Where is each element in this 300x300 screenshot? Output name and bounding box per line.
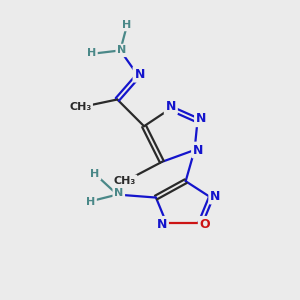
Text: N: N bbox=[166, 100, 176, 113]
Text: H: H bbox=[87, 48, 96, 59]
Text: N: N bbox=[210, 190, 220, 202]
Text: N: N bbox=[196, 112, 206, 125]
Text: H: H bbox=[122, 20, 131, 30]
Text: N: N bbox=[134, 68, 145, 81]
Text: CH₃: CH₃ bbox=[114, 176, 136, 186]
Text: H: H bbox=[86, 197, 95, 207]
Text: N: N bbox=[157, 218, 167, 231]
Text: CH₃: CH₃ bbox=[69, 102, 91, 112]
Text: H: H bbox=[90, 169, 100, 179]
Text: O: O bbox=[200, 218, 210, 231]
Text: N: N bbox=[117, 45, 126, 56]
Text: N: N bbox=[114, 188, 123, 198]
Text: N: N bbox=[193, 143, 203, 157]
